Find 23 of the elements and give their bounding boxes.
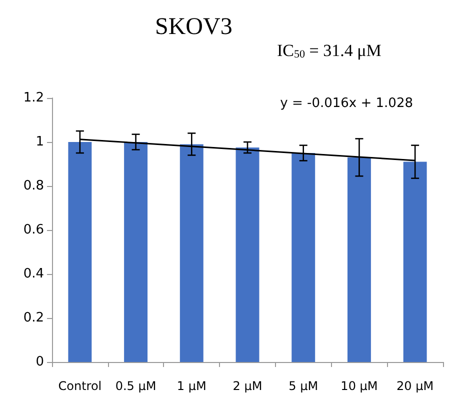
y-tick-label: 1 — [36, 134, 44, 150]
bar — [403, 162, 427, 362]
bar — [124, 142, 148, 362]
y-tick-label: 0.4 — [23, 266, 44, 282]
bar — [180, 144, 204, 362]
y-tick-label: 0 — [36, 354, 44, 370]
y-tick-label: 0.2 — [23, 310, 44, 326]
x-tick-label: 0.5 μM — [115, 379, 156, 393]
y-tick-label: 0.8 — [23, 178, 44, 194]
x-tick-label: 20 μM — [396, 379, 434, 393]
x-tick-label: 2 μM — [232, 379, 262, 393]
x-tick-label: 5 μM — [288, 379, 318, 393]
bar — [347, 157, 371, 362]
chart-title: SKOV3 — [155, 14, 232, 40]
y-tick-label: 1.2 — [23, 90, 44, 106]
y-tick-label: 0.6 — [23, 222, 44, 238]
annotation: y = -0.016x + 1.028 — [280, 96, 414, 111]
bar — [68, 142, 92, 362]
x-tick-label: 1 μM — [176, 379, 206, 393]
bar — [292, 153, 316, 362]
x-tick-label: 10 μM — [340, 379, 378, 393]
bar — [236, 148, 260, 362]
x-tick-label: Control — [58, 379, 102, 393]
